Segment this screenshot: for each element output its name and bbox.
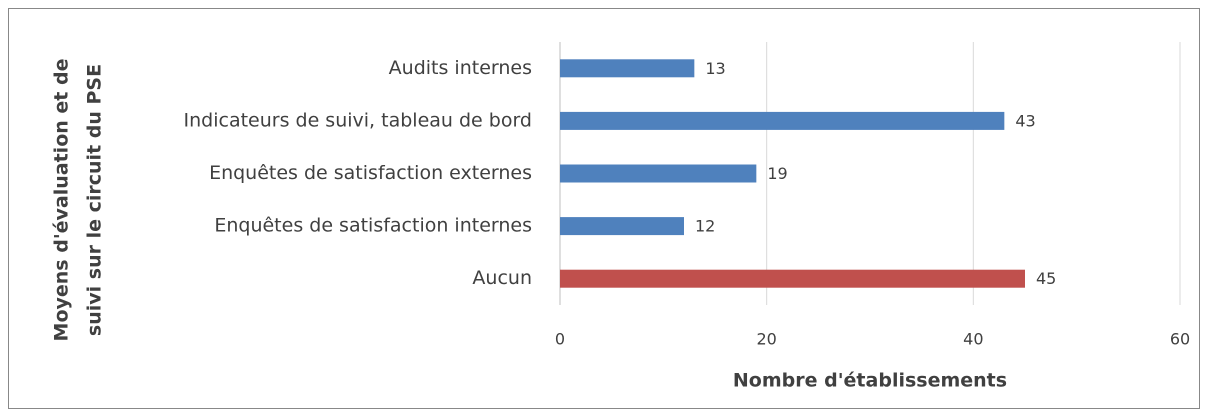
bar bbox=[560, 269, 1025, 288]
x-tick-label: 0 bbox=[555, 330, 565, 349]
bar bbox=[560, 59, 695, 78]
value-label: 43 bbox=[1015, 111, 1035, 130]
bar bbox=[560, 111, 1005, 130]
bar bbox=[560, 217, 684, 236]
x-tick-label: 40 bbox=[963, 330, 983, 349]
value-label: 12 bbox=[695, 217, 715, 236]
x-axis-title: Nombre d'établissements bbox=[733, 370, 1007, 392]
y-axis-title-line: suivi sur le circuit du PSE bbox=[84, 64, 106, 336]
y-axis-title: Moyens d'évaluation et de suivi sur le c… bbox=[51, 59, 106, 342]
value-label: 45 bbox=[1036, 269, 1056, 288]
x-tick-label: 60 bbox=[1170, 330, 1190, 349]
value-label: 19 bbox=[767, 164, 787, 183]
x-tick-label: 20 bbox=[756, 330, 776, 349]
y-tick-label: Enquêtes de satisfaction externes bbox=[209, 162, 532, 184]
value-label: 13 bbox=[705, 59, 725, 78]
y-axis-title-line: Moyens d'évaluation et de bbox=[51, 59, 73, 342]
y-tick-label: Aucun bbox=[472, 267, 532, 289]
y-tick-label: Indicateurs de suivi, tableau de bord bbox=[184, 109, 532, 131]
y-tick-label: Audits internes bbox=[389, 57, 532, 79]
bar bbox=[560, 164, 757, 183]
y-tick-label: Enquêtes de satisfaction internes bbox=[214, 215, 532, 237]
